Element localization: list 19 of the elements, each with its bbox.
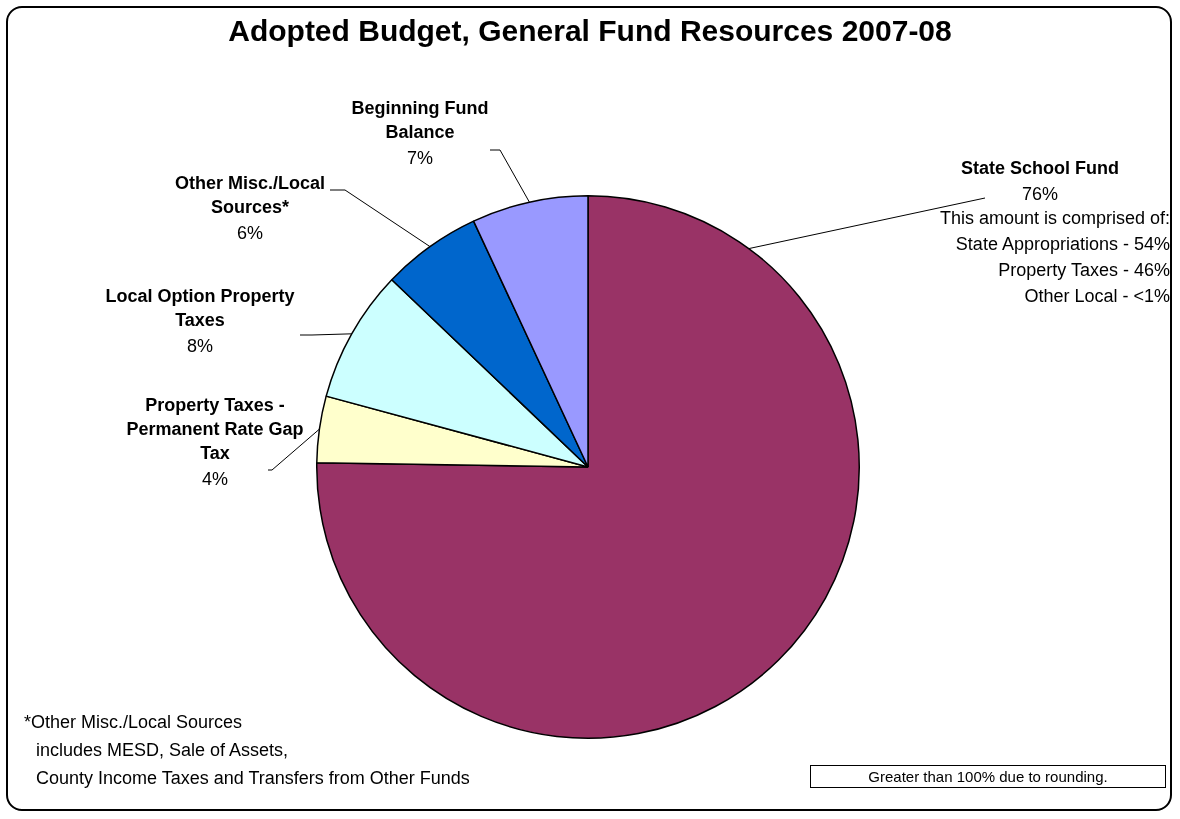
text: This amount is comprised of: — [939, 208, 1170, 229]
text: includes MESD, Sale of Assets, — [36, 740, 289, 761]
chart-title: Adopted Budget, General Fund Resources 2007-08 — [227, 14, 953, 48]
slice-label: Local Option Property Taxes — [105, 285, 295, 330]
data-label: 4% — [201, 468, 229, 489]
text: *Other Misc./Local Sources — [24, 712, 243, 733]
slice-label: Property Taxes - Permanent Rate Gap Tax — [126, 394, 304, 463]
slice-label: Beginning Fund Balance — [351, 97, 489, 142]
slice-label: State School Fund — [960, 157, 1120, 178]
text: Property Taxes - 46% — [998, 260, 1170, 281]
data-label: 6% — [236, 222, 264, 243]
slice-label: Other Misc./Local Sources* — [174, 172, 326, 217]
text: Greater than 100% due to rounding. — [810, 765, 1166, 788]
text: State Appropriations - 54% — [955, 234, 1170, 255]
text: Other Local - <1% — [1024, 286, 1170, 307]
data-label: 7% — [406, 147, 434, 168]
text: County Income Taxes and Transfers from Other Funds — [36, 768, 470, 789]
data-label: 76% — [1021, 183, 1059, 204]
data-label: 8% — [186, 335, 214, 356]
